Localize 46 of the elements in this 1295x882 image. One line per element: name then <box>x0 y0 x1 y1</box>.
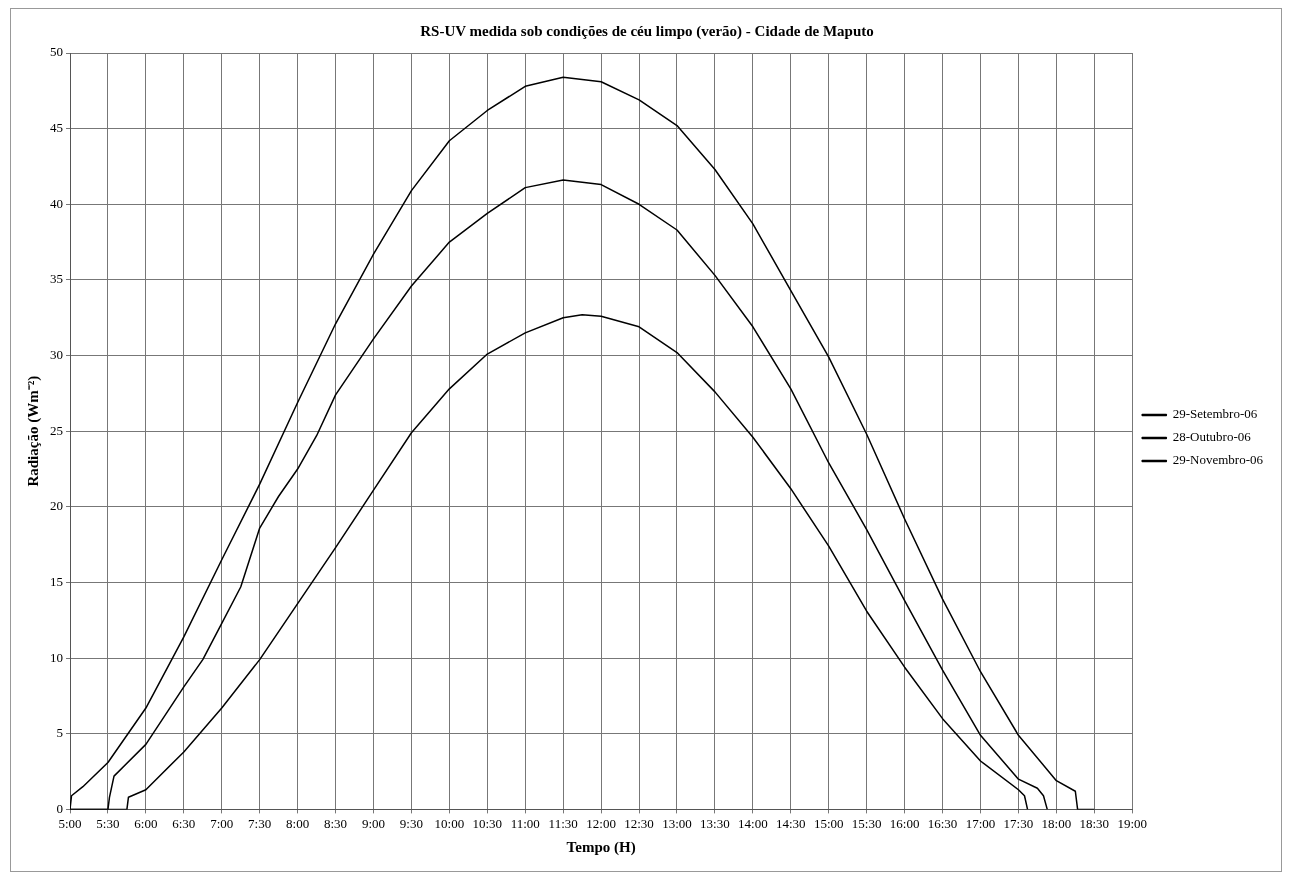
x-axis-title: Tempo (H) <box>566 838 636 856</box>
x-tick-label: 11:30 <box>548 815 578 831</box>
y-tick-label: 35 <box>50 271 63 287</box>
x-tick-label: 9:00 <box>361 815 386 831</box>
x-tick-label: 5:30 <box>96 815 120 831</box>
x-tick-label: 17:00 <box>965 815 996 831</box>
y-tick-label: 25 <box>50 422 63 438</box>
x-tick-label: 13:30 <box>700 815 730 831</box>
x-tick-label: 16:30 <box>927 815 958 831</box>
x-tick-label: 18:00 <box>1041 815 1072 831</box>
x-tick-label: 11:00 <box>510 815 540 831</box>
x-tick-label: 15:00 <box>813 815 844 831</box>
x-tick-label: 14:00 <box>738 815 768 831</box>
y-tick-label: 10 <box>50 649 63 665</box>
x-tick-label: 9:30 <box>399 815 423 831</box>
x-tick-label: 10:00 <box>434 815 465 831</box>
x-tick-label: 13:00 <box>662 815 692 831</box>
x-tick-label: 6:00 <box>134 815 158 831</box>
y-tick-label: 20 <box>50 498 63 514</box>
y-tick-label: 50 <box>50 44 63 60</box>
x-tick-label: 12:00 <box>586 815 616 831</box>
x-tick-label: 10:30 <box>472 815 503 831</box>
x-tick-label: 18:30 <box>1079 815 1110 831</box>
x-tick-label: 15:30 <box>851 815 882 831</box>
y-tick-label: 40 <box>50 195 63 211</box>
y-tick-label: 45 <box>50 120 63 136</box>
x-tick-label: 16:00 <box>889 815 920 831</box>
legend-label: 29-Novembro-06 <box>1172 452 1264 468</box>
x-tick-label: 6:30 <box>172 815 196 831</box>
x-tick-label: 19:00 <box>1117 815 1148 831</box>
x-tick-label: 17:30 <box>1003 815 1034 831</box>
legend-label: 28-Outubro-06 <box>1172 429 1252 445</box>
y-tick-label: 0 <box>56 800 63 816</box>
y-tick-label: 30 <box>50 346 63 362</box>
x-tick-label: 8:00 <box>286 815 310 831</box>
x-tick-label: 14:30 <box>776 815 806 831</box>
y-tick-label: 15 <box>50 573 63 589</box>
x-tick-label: 8:30 <box>324 815 348 831</box>
x-tick-label: 7:30 <box>248 815 272 831</box>
x-tick-label: 7:00 <box>210 815 234 831</box>
x-tick-label: 5:00 <box>58 815 82 831</box>
x-tick-label: 12:30 <box>624 815 654 831</box>
y-axis-title: Radiação (Wm⁻²) <box>24 375 42 487</box>
legend-label: 29-Setembro-06 <box>1172 406 1258 422</box>
chart-title: RS-UV medida sob condições de céu limpo (verão) - Cidade de Maputo <box>420 22 874 40</box>
y-tick-label: 5 <box>56 725 63 741</box>
